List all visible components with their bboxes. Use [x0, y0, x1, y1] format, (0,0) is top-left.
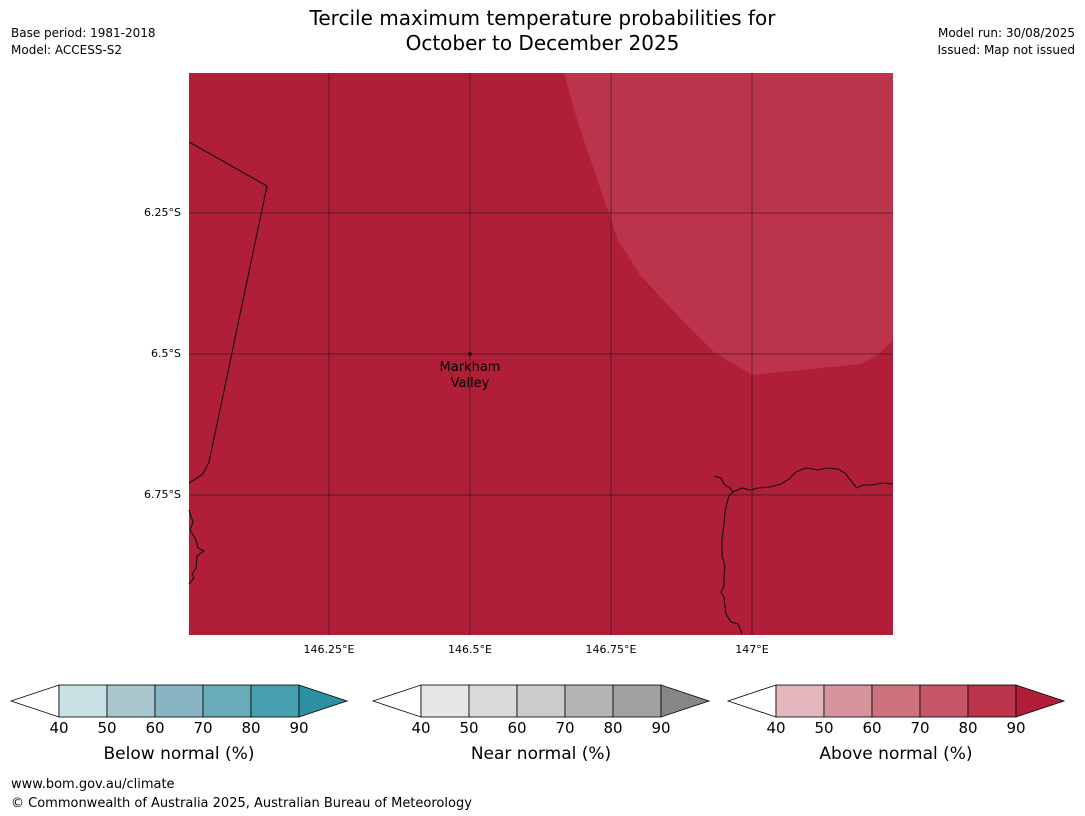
model-run: Model run: 30/08/2025: [937, 26, 1075, 40]
colorbar-near-tick-label: 70: [555, 719, 575, 737]
colorbar-below-tick-label: 70: [193, 719, 213, 737]
colorbar-above-over-triangle: [1015, 684, 1066, 718]
colorbar-near-tick-label: 50: [459, 719, 479, 737]
lon-label: 147°E: [735, 643, 769, 656]
colorbar-below-segment: [250, 684, 300, 718]
coastline-gulf: [732, 467, 894, 493]
colorbar-below-tick-label: 80: [241, 719, 261, 737]
colorbar-near-segment: [420, 684, 470, 718]
colorbar-above-segment: [823, 684, 873, 718]
place-label: Markham Valley: [410, 360, 530, 392]
colorbar-above-segment: [871, 684, 921, 718]
colorbar-below-tick-label: 40: [49, 719, 69, 737]
colorbar-below-over-triangle: [298, 684, 349, 718]
lon-label: 146.25°E: [303, 643, 355, 656]
website-text: www.bom.gov.au/climate: [11, 777, 175, 792]
footer: www.bom.gov.au/climate © Commonwealth of…: [11, 775, 472, 813]
base-period: Base period: 1981-2018: [11, 26, 156, 40]
colorbar-above-tick-label: 70: [910, 719, 930, 737]
meta-left: Base period: 1981-2018 Model: ACCESS-S2: [11, 25, 156, 59]
meta-right: Model run: 30/08/2025 Issued: Map not is…: [937, 25, 1075, 59]
colorbar-below-segment: [154, 684, 204, 718]
colorbar-below-tick-label: 60: [145, 719, 165, 737]
place-marker: [468, 352, 472, 356]
map-title: Tercile maximum temperature probabilitie…: [0, 6, 1085, 56]
colorbar-above-under-triangle: [726, 684, 777, 718]
colorbar-above-segment: [967, 684, 1017, 718]
lat-label: 6.25°S: [144, 206, 181, 219]
colorbar-near-segment: [468, 684, 518, 718]
colorbar-below-tick-label: 50: [97, 719, 117, 737]
title-line-1: Tercile maximum temperature probabilitie…: [309, 6, 776, 30]
coastline-west: [188, 509, 206, 585]
colorbar-group: [9, 684, 1066, 718]
colorbar-near-segment: [516, 684, 566, 718]
colorbar-below-segment: [58, 684, 108, 718]
colorbar-above-segment: [919, 684, 969, 718]
issue-status: Issued: Map not issued: [937, 43, 1075, 57]
colorbar-near-tick-label: 80: [603, 719, 623, 737]
colorbar-near-segment: [564, 684, 614, 718]
colorbar-near-tick-label: 40: [411, 719, 431, 737]
colorbar-above-segment: [775, 684, 825, 718]
lon-label: 146.75°E: [585, 643, 637, 656]
lat-label: 6.5°S: [151, 347, 181, 360]
colorbar-above-tick-label: 80: [958, 719, 978, 737]
colorbar-near-segment: [612, 684, 662, 718]
place-name-line1: Markham: [439, 360, 501, 375]
lon-label: 146.5°E: [448, 643, 492, 656]
province-boundary: [188, 141, 268, 484]
colorbar-label-near: Near normal (%): [470, 744, 612, 764]
place-name-line2: Valley: [450, 376, 490, 391]
colorbar-above-tick-label: 40: [766, 719, 786, 737]
coastline-east: [713, 475, 743, 635]
colorbar-above-tick-label: 50: [814, 719, 834, 737]
colorbar-near-over-triangle: [660, 684, 711, 718]
colorbar-near-tick-label: 60: [507, 719, 527, 737]
title-line-2: October to December 2025: [405, 31, 680, 55]
colorbar-label-above: Above normal (%): [819, 744, 973, 764]
copyright-text: © Commonwealth of Australia 2025, Austra…: [11, 796, 472, 811]
high-probability-region: [564, 73, 893, 375]
colorbar-below-under-triangle: [9, 684, 60, 718]
colorbar-above-tick-label: 60: [862, 719, 882, 737]
colorbar-below-segment: [106, 684, 156, 718]
colorbar-label-below: Below normal (%): [103, 744, 255, 764]
colorbar-above-tick-label: 90: [1006, 719, 1026, 737]
lat-label: 6.75°S: [144, 488, 181, 501]
model-name: Model: ACCESS-S2: [11, 43, 123, 57]
colorbar-near-tick-label: 90: [651, 719, 671, 737]
colorbar-below-segment: [202, 684, 252, 718]
colorbar-below-tick-label: 90: [289, 719, 309, 737]
colorbar-near-under-triangle: [371, 684, 422, 718]
